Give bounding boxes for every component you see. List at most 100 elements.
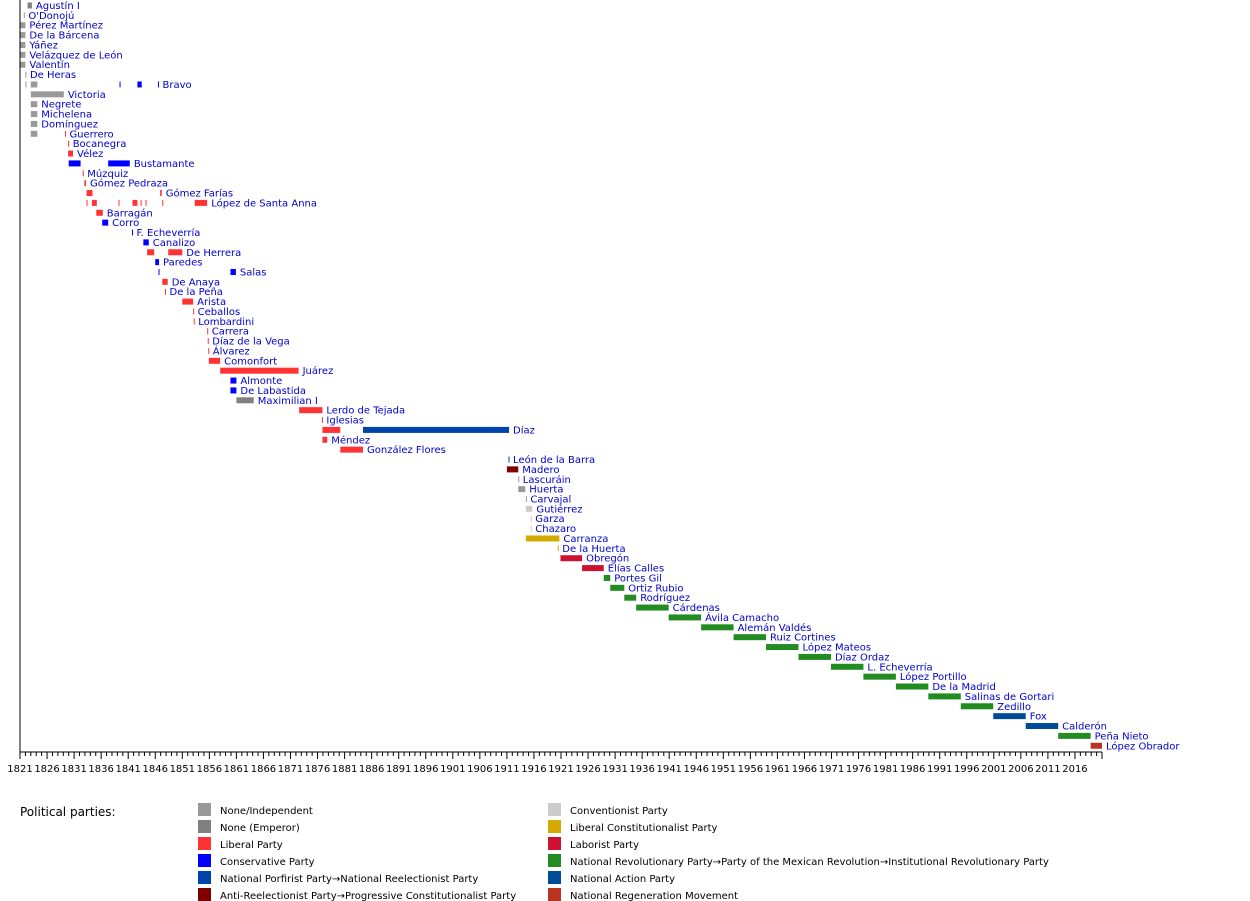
term-bar <box>525 505 533 512</box>
x-tick-label: 1831 <box>61 764 86 775</box>
president-label: Bravo <box>163 80 192 91</box>
x-tick-label: 1921 <box>548 764 573 775</box>
x-tick-label: 1976 <box>846 764 871 775</box>
term-bar <box>131 229 133 236</box>
president-label: De Herrera <box>186 248 241 259</box>
x-tick-label: 1856 <box>197 764 222 775</box>
x-tick-label: 1861 <box>224 764 249 775</box>
president-label: Álvarez <box>213 344 250 357</box>
term-bar <box>506 466 519 473</box>
term-bar <box>928 693 961 700</box>
president-label: Gómez Farías <box>166 188 233 200</box>
x-tick-label: 1956 <box>738 764 763 775</box>
term-bar <box>162 278 168 285</box>
president-label: Ávila Camacho <box>705 611 779 624</box>
x-tick-label: 1886 <box>359 764 384 775</box>
president-label: Méndez <box>331 434 370 446</box>
legend-swatch <box>548 820 561 833</box>
x-tick-label: 1981 <box>873 764 898 775</box>
legend-label: National Regeneration Movement <box>570 891 738 901</box>
legend-swatch <box>198 888 211 901</box>
president-label: Rodríguez <box>640 592 690 604</box>
term-bar <box>30 120 38 127</box>
president-label: Díaz de la Vega <box>212 336 290 348</box>
term-bar <box>91 199 97 206</box>
term-bar <box>960 703 994 710</box>
president-label: Yáñez <box>28 39 58 51</box>
x-tick-label: 1911 <box>494 764 519 775</box>
x-tick-label: 2011 <box>1035 764 1060 775</box>
x-tick-label: 1951 <box>711 764 736 775</box>
term-bar <box>23 12 25 19</box>
term-bar <box>236 397 254 404</box>
legend-swatch <box>548 837 561 850</box>
term-bar <box>86 190 93 197</box>
president-label: Peña Nieto <box>1095 731 1149 742</box>
term-bar <box>25 71 27 78</box>
term-bar <box>830 663 864 670</box>
president-label: Lascuráin <box>523 474 571 486</box>
term-bar <box>668 614 702 621</box>
president-label: Guerrero <box>69 129 113 140</box>
term-bar <box>160 190 162 197</box>
term-bar <box>508 456 510 463</box>
term-bar <box>525 535 560 542</box>
term-bar <box>25 81 27 88</box>
legend-label: National Porfirist Party→National Reelec… <box>220 874 478 885</box>
x-tick-label: 1931 <box>602 764 627 775</box>
president-label: León de la Barra <box>513 454 595 466</box>
president-label: De la Peña <box>170 287 223 298</box>
x-tick-label: 1836 <box>88 764 113 775</box>
president-label: Portes Gil <box>614 573 662 584</box>
term-bar <box>193 308 195 315</box>
president-label: Elías Calles <box>608 563 664 575</box>
x-tick-label: 1821 <box>7 764 32 775</box>
president-label: Carrera <box>212 327 249 338</box>
president-label: Valentín <box>29 59 70 71</box>
term-bar <box>158 268 160 275</box>
president-label: Huerta <box>529 485 563 496</box>
legend-label: Liberal Party <box>220 840 283 851</box>
x-tick-label: 1841 <box>115 764 140 775</box>
legend-swatch <box>198 854 211 867</box>
term-bar <box>147 249 155 256</box>
term-bar <box>636 604 669 611</box>
x-tick-label: 1971 <box>819 764 844 775</box>
x-tick-label: 1996 <box>954 764 979 775</box>
term-bar <box>208 357 221 364</box>
legend-swatch <box>198 803 211 816</box>
term-bar <box>145 199 147 206</box>
president-label: Bustamante <box>134 159 195 170</box>
legend-label: None/Independent <box>220 806 313 817</box>
term-bar <box>82 170 84 177</box>
president-label: F. Echeverría <box>137 227 201 239</box>
term-bar <box>168 249 183 256</box>
legend-label: Anti-Reelectionist Party→Progressive Con… <box>220 891 516 901</box>
president-label: Carvajal <box>530 495 571 506</box>
x-tick-label: 1926 <box>575 764 600 775</box>
term-bar <box>993 713 1026 720</box>
term-bar <box>322 426 341 433</box>
president-label: Obregón <box>586 553 629 565</box>
x-tick-label: 1846 <box>143 764 168 775</box>
president-label: Comonfort <box>224 356 277 367</box>
legend-swatch <box>548 871 561 884</box>
president-label: González Flores <box>367 444 446 456</box>
x-tick-label: 1941 <box>656 764 681 775</box>
term-bar <box>96 209 103 216</box>
x-tick-label: 1876 <box>305 764 330 775</box>
term-bar <box>362 426 510 433</box>
legend-swatch <box>198 871 211 884</box>
legend-label: National Revolutionary Party→Party of th… <box>570 857 1049 868</box>
term-bar <box>560 555 583 562</box>
x-tick-label: 1826 <box>34 764 59 775</box>
term-bar <box>27 2 32 9</box>
president-label: Vélez <box>77 148 103 160</box>
president-label: Salas <box>240 267 267 278</box>
president-label: Negrete <box>41 100 81 111</box>
president-label: Barragán <box>107 207 153 219</box>
president-label: Corro <box>112 218 139 229</box>
term-bar <box>162 199 164 206</box>
president-label: Lerdo de Tejada <box>326 406 405 417</box>
term-bar <box>102 219 109 226</box>
